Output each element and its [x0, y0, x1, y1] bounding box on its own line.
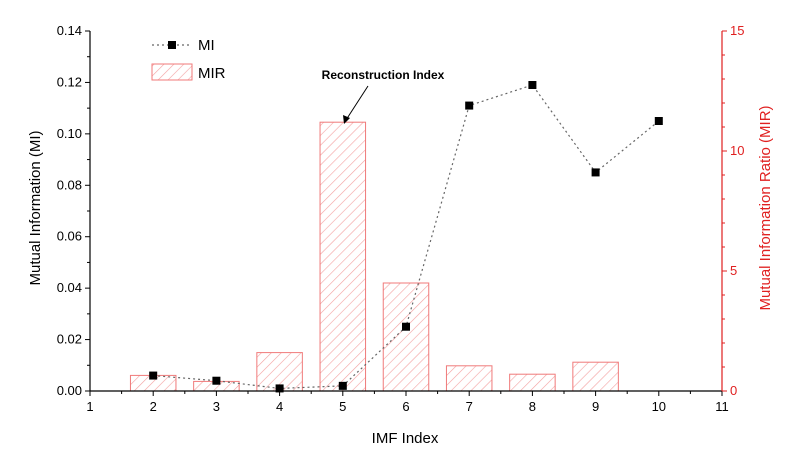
y-left-tick-label: 0.02: [57, 332, 82, 347]
x-tick-label-5: 5: [339, 399, 346, 414]
mi-point-9: [591, 168, 600, 177]
legend-mir-label: MIR: [198, 65, 226, 82]
mi-point-10: [654, 117, 663, 125]
y-right-tick-label: 15: [730, 23, 744, 38]
mir-bar-5: [319, 121, 367, 392]
mi-point-3: [212, 376, 221, 385]
mi-point-6: [402, 322, 410, 331]
x-tick-label-4: 4: [276, 399, 283, 414]
x-tick-label-10: 10: [652, 399, 666, 414]
x-tick-label-11: 11: [715, 399, 729, 414]
legend: MI MIR: [151, 37, 226, 82]
legend-mi-label: MI: [198, 37, 215, 54]
x-tick-label-2: 2: [150, 399, 157, 414]
mir-bars: [129, 121, 619, 392]
y-right-tick-label: 10: [730, 143, 744, 158]
mi-point-2: [149, 371, 158, 380]
mi-point-5: [338, 381, 347, 390]
y-right-tick-label: 0: [730, 383, 737, 398]
legend-item-mi: MI: [152, 37, 215, 54]
mir-bar-6: [382, 282, 430, 392]
legend-item-mir: MIR: [151, 63, 226, 82]
legend-mi-marker: [168, 41, 176, 49]
x-tick-label-1: 1: [86, 399, 93, 414]
y-right-axis-title: Mutual Information Ratio (MIR): [757, 105, 774, 310]
x-axis-title: IMF Index: [372, 430, 439, 447]
x-tick-label-3: 3: [213, 399, 220, 414]
annotation-arrowhead: [343, 115, 350, 124]
axes: 1 2 3 4 5 6 7 8 9 10 11 0.00 0.02 0.04 0.06 0.08 0.10 0.1…: [57, 23, 745, 414]
annotation-arrow: [345, 85, 369, 121]
y-left-tick-label: 0.14: [57, 23, 82, 38]
mir-bar-9: [572, 361, 619, 392]
mi-line-series: [149, 81, 663, 393]
y-left-tick-label: 0.06: [57, 229, 82, 244]
annotation-label: Reconstruction Index: [322, 68, 445, 82]
y-left-axis-title: Mutual Information (MI): [27, 130, 44, 285]
mir-bar-7: [445, 365, 493, 392]
x-tick-label-8: 8: [529, 399, 536, 414]
reconstruction-index-annotation: Reconstruction Index: [322, 68, 445, 124]
mir-bar-8: [509, 373, 556, 392]
legend-mir-swatch: [151, 63, 193, 81]
mi-point-8: [528, 81, 537, 89]
y-right-tick-label: 5: [730, 263, 737, 278]
mi-point-7: [465, 101, 474, 110]
y-left-tick-label: 0.12: [57, 74, 82, 89]
x-tick-label-7: 7: [466, 399, 473, 414]
x-tick-label-6: 6: [402, 399, 409, 414]
y-left-tick-label: 0.10: [57, 126, 82, 141]
x-tick-label-9: 9: [592, 399, 599, 414]
y-left-tick-label: 0.08: [57, 177, 82, 192]
y-left-tick-label: 0.04: [57, 280, 82, 295]
mi-point-4: [275, 384, 284, 393]
y-left-tick-label: 0.00: [57, 383, 82, 398]
